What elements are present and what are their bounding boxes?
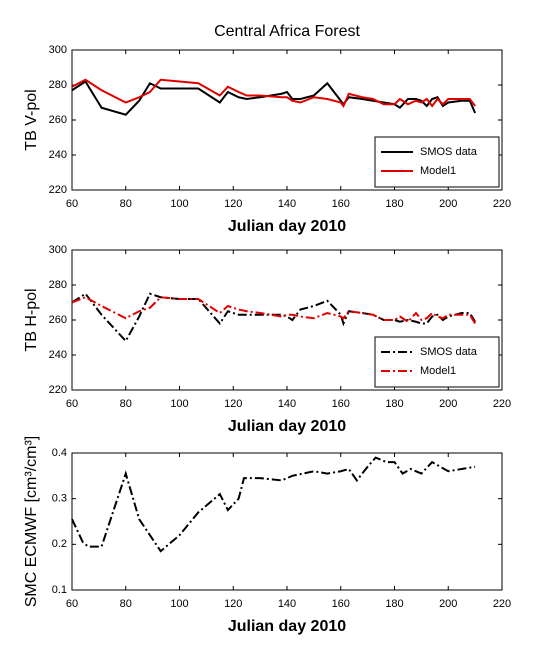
y-axis-label: SMC ECMWF [cm³/cm³] [23, 436, 40, 608]
legend-label: Model1 [420, 365, 456, 377]
x-tick-label: 200 [439, 598, 457, 610]
x-tick-label: 140 [278, 398, 296, 410]
y-tick-label: 300 [49, 244, 67, 256]
x-axis-label: Julian day 2010 [228, 418, 346, 435]
x-axis-label: Julian day 2010 [228, 218, 346, 235]
x-tick-label: 180 [385, 198, 403, 210]
y-axis-label: TB V-pol [23, 89, 40, 150]
legend-box [374, 136, 500, 188]
y-tick-label: 280 [49, 79, 67, 91]
y-tick-label: 0.4 [52, 447, 67, 459]
y-tick-label: 240 [49, 149, 67, 161]
x-tick-label: 80 [120, 198, 132, 210]
y-tick-label: 220 [49, 384, 67, 396]
y-axis-label: TB H-pol [23, 288, 40, 351]
x-tick-label: 220 [493, 598, 511, 610]
x-tick-label: 160 [332, 198, 350, 210]
x-tick-label: 100 [170, 198, 188, 210]
legend-label: SMOS data [420, 146, 478, 158]
x-tick-label: 60 [66, 598, 78, 610]
x-tick-label: 180 [385, 398, 403, 410]
legend-label: SMOS data [420, 346, 478, 358]
x-tick-label: 180 [385, 598, 403, 610]
y-tick-label: 0.1 [52, 584, 67, 596]
x-tick-label: 220 [493, 198, 511, 210]
x-tick-label: 100 [170, 598, 188, 610]
chart-title: Central Africa Forest [214, 23, 360, 40]
y-tick-label: 260 [49, 114, 67, 126]
data-line [71, 456, 476, 553]
x-tick-label: 200 [439, 198, 457, 210]
legend-box [374, 336, 500, 388]
data-line [71, 296, 476, 325]
data-line [71, 78, 476, 108]
y-tick-label: 240 [49, 349, 67, 361]
x-tick-label: 120 [224, 398, 242, 410]
y-tick-label: 0.2 [52, 538, 67, 550]
x-axis-label: Julian day 2010 [228, 618, 346, 635]
x-tick-label: 160 [332, 398, 350, 410]
x-tick-label: 160 [332, 598, 350, 610]
x-tick-label: 120 [224, 198, 242, 210]
y-tick-label: 0.3 [52, 493, 67, 505]
y-tick-label: 280 [49, 279, 67, 291]
x-tick-label: 140 [278, 198, 296, 210]
y-tick-label: 220 [49, 184, 67, 196]
x-tick-label: 60 [66, 398, 78, 410]
x-tick-label: 220 [493, 398, 511, 410]
legend-label: Model1 [420, 165, 456, 177]
data-line [71, 80, 477, 116]
x-tick-label: 200 [439, 398, 457, 410]
y-tick-label: 300 [49, 44, 67, 56]
x-tick-label: 140 [278, 598, 296, 610]
x-tick-label: 120 [224, 598, 242, 610]
x-tick-label: 100 [170, 398, 188, 410]
x-tick-label: 80 [120, 598, 132, 610]
y-tick-label: 260 [49, 314, 67, 326]
x-tick-label: 80 [120, 398, 132, 410]
plot-area [71, 452, 503, 591]
x-tick-label: 60 [66, 198, 78, 210]
